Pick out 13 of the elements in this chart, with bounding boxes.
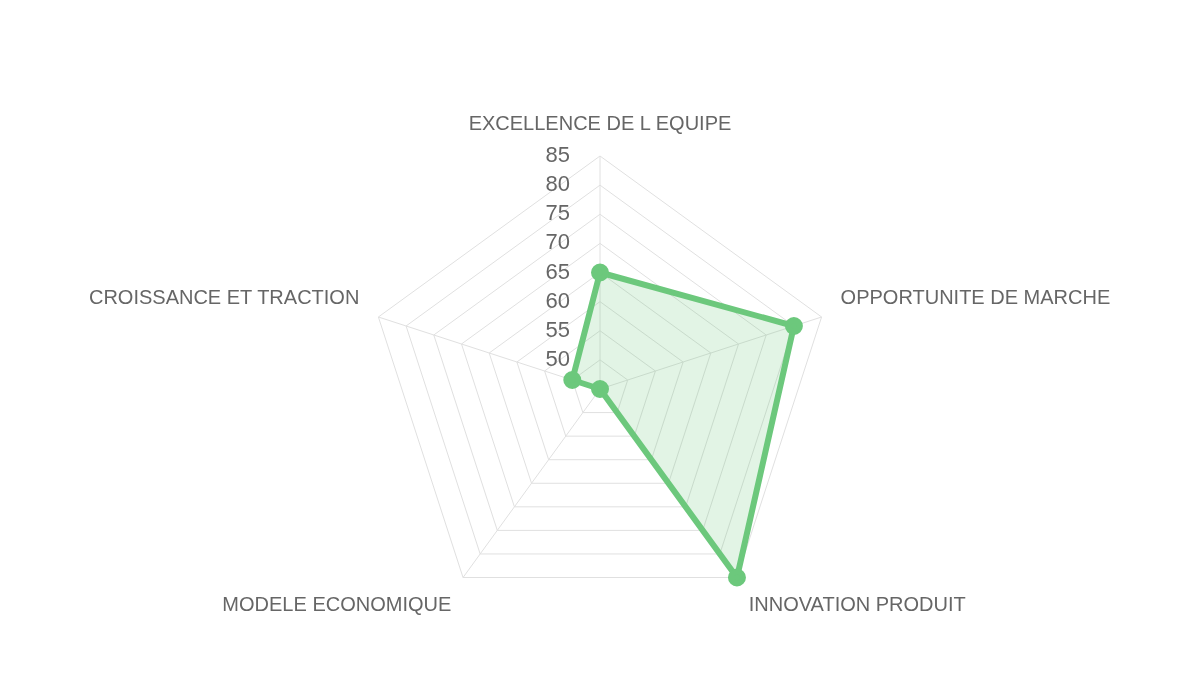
y-tick-label: 70 [545, 229, 570, 255]
y-tick-label: 55 [545, 316, 570, 342]
y-tick-label: 65 [545, 258, 570, 284]
spoke-label: EXCELLENCE DE L EQUIPE [468, 111, 732, 134]
spoke-label: MODELE ECONOMIQUE [222, 593, 452, 616]
spoke-label: OPPORTUNITE DE MARCHE [840, 286, 1111, 309]
y-tick-label: 85 [545, 142, 570, 168]
spoke-label: INNOVATION PRODUIT [748, 593, 966, 616]
spoke-label: CROISSANCE ET TRACTION [88, 286, 360, 309]
y-tick-label: 75 [545, 200, 570, 226]
y-tick-label: 80 [545, 171, 570, 197]
y-tick-label: 60 [545, 287, 570, 313]
y-tick-label: 50 [545, 345, 570, 371]
